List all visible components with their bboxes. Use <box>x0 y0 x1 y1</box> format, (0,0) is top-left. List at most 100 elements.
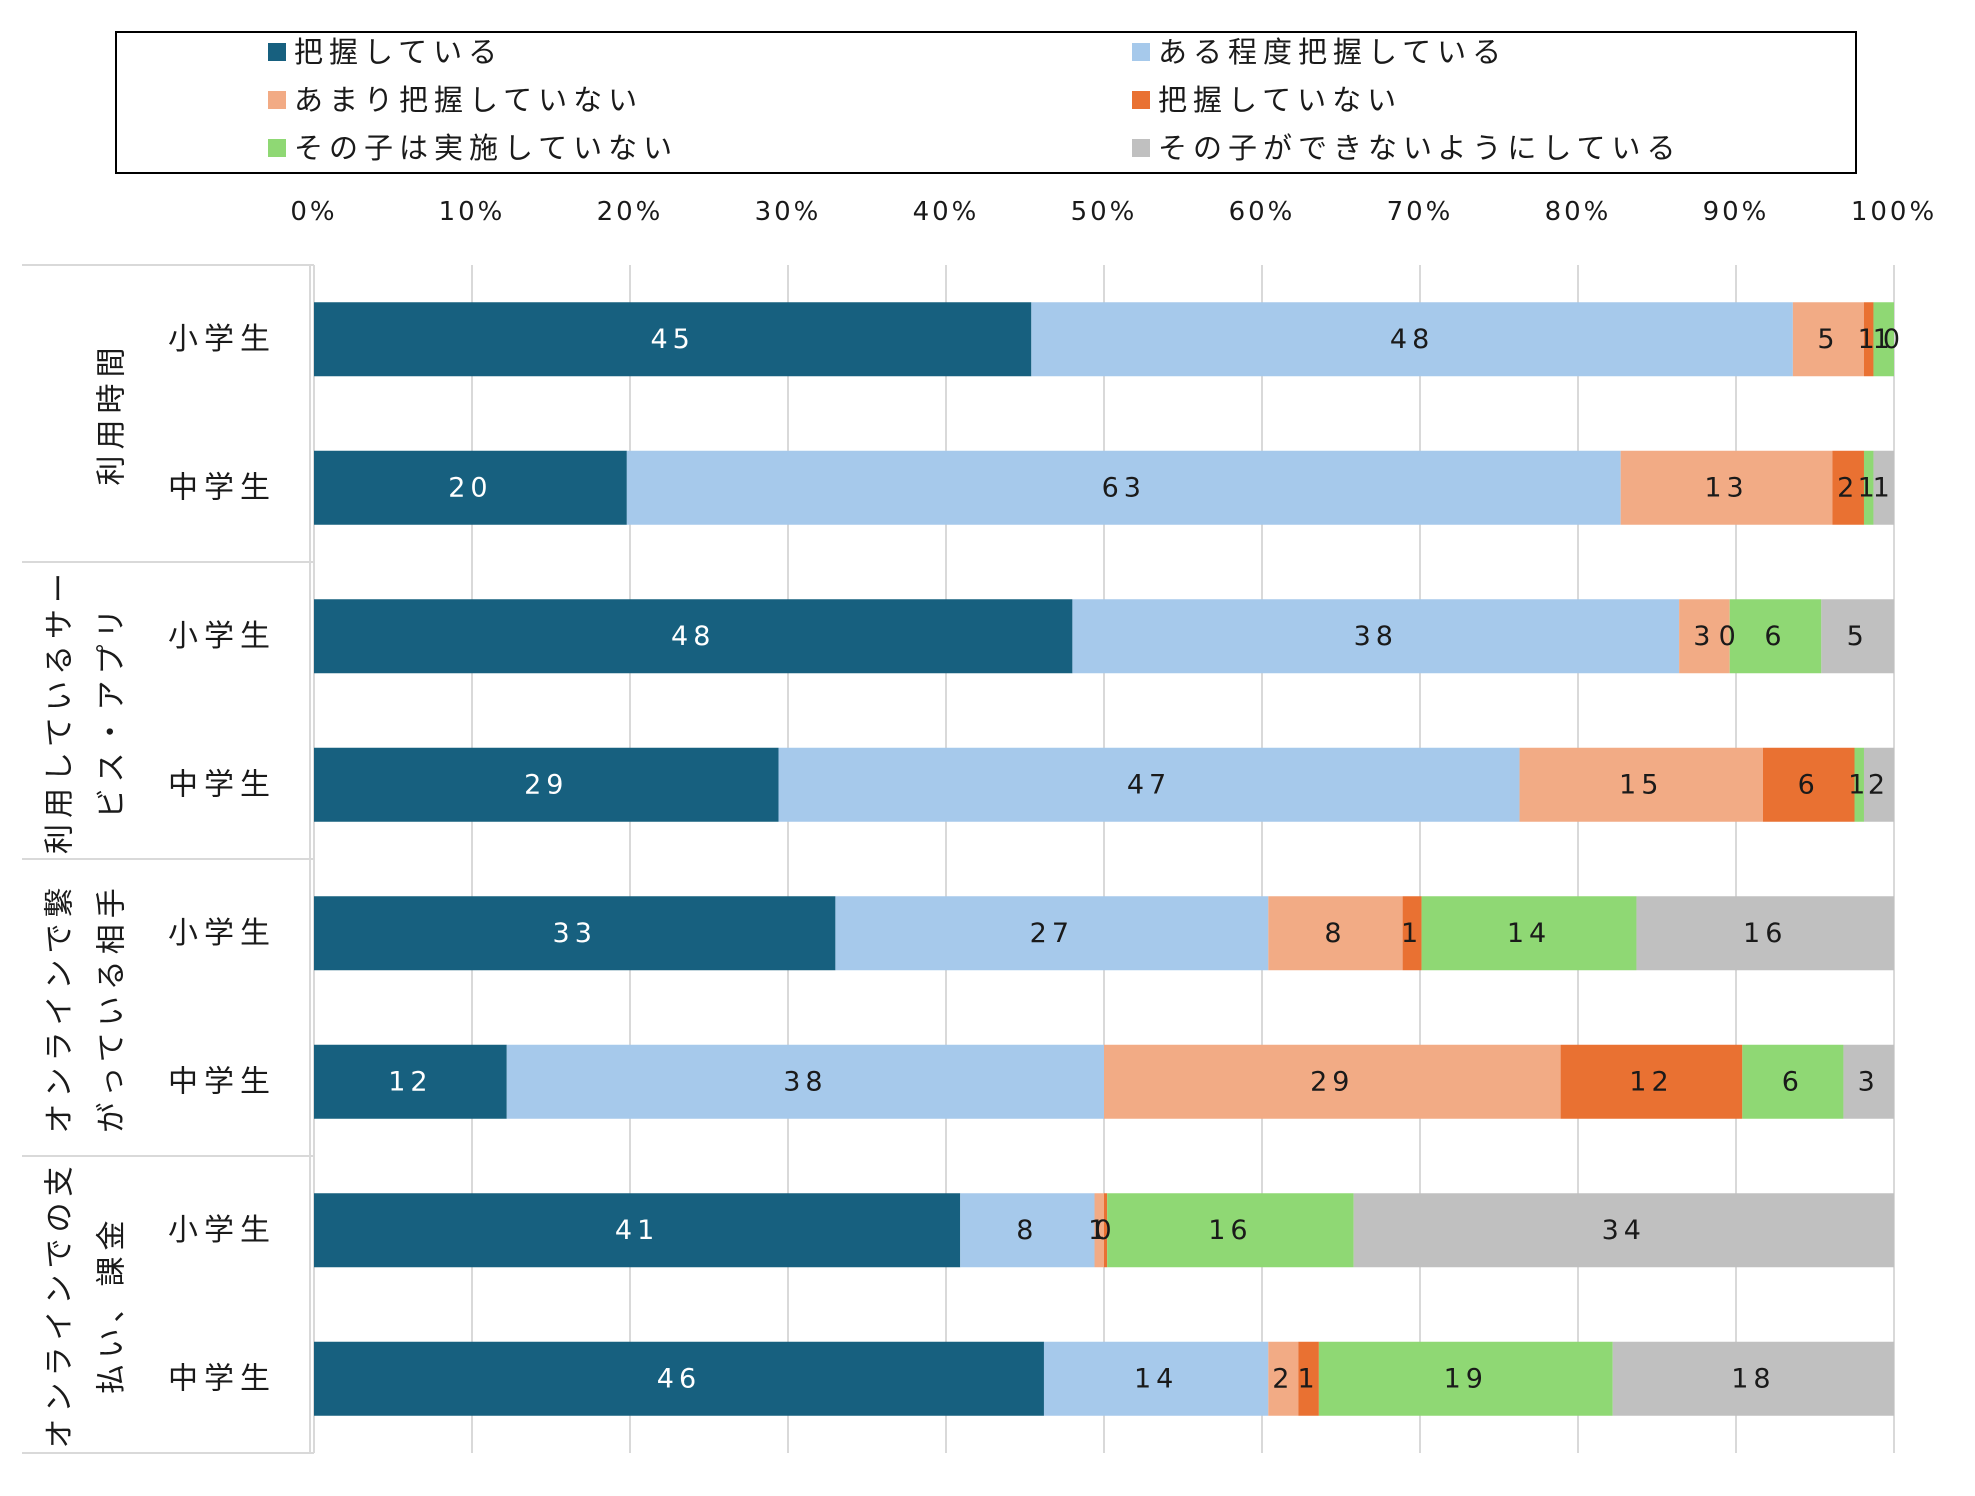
bar-segment <box>1636 896 1894 971</box>
data-label: 38 <box>1354 621 1398 652</box>
data-label: 3 <box>1693 621 1715 652</box>
legend-swatch <box>268 91 286 109</box>
legend-box <box>115 31 1857 174</box>
bar-segment <box>314 1044 507 1119</box>
bar-segment <box>1298 1341 1319 1416</box>
data-label: 1 <box>1873 324 1895 355</box>
bar-segment <box>1268 896 1403 971</box>
bar-segment <box>1873 450 1894 525</box>
data-label: 1 <box>1088 1215 1110 1246</box>
data-label: 47 <box>1127 769 1171 800</box>
group-label: がっている相手 <box>95 882 130 1133</box>
data-label: 20 <box>448 472 492 503</box>
bar-segment <box>314 1341 1044 1416</box>
data-label: 1 <box>1858 472 1880 503</box>
bar-segment <box>314 450 627 525</box>
data-label: 45 <box>650 324 694 355</box>
x-axis-tick-labels: 0% 10% 20% 30% 40% 50% 60% 70% 80% 90% 100% <box>290 197 1937 227</box>
data-label: 5 <box>1817 324 1839 355</box>
x-tick-label: 80% <box>1545 197 1612 227</box>
data-label: 12 <box>1629 1066 1673 1097</box>
bar-segment <box>778 747 1520 822</box>
bar-segment <box>1560 1044 1743 1119</box>
category-label: 小学生 <box>168 916 276 951</box>
data-label: 1 <box>1848 769 1870 800</box>
legend-label: あまり把握していない <box>294 83 643 117</box>
data-label: 16 <box>1208 1215 1252 1246</box>
bar-segment <box>1863 302 1874 377</box>
group-label: 利用時間 <box>95 342 130 486</box>
data-label: 2 <box>1272 1363 1294 1394</box>
bar-segment <box>314 302 1032 377</box>
category-label: 中学生 <box>168 470 276 505</box>
data-label: 13 <box>1704 472 1748 503</box>
data-label: 1 <box>1401 918 1423 949</box>
category-label: 小学生 <box>168 619 276 654</box>
group-label: 払い、課金 <box>95 1215 130 1395</box>
data-label: 6 <box>1764 621 1786 652</box>
bar-segment <box>1107 1193 1354 1268</box>
bar-segment <box>1854 747 1864 822</box>
data-label: 41 <box>615 1215 659 1246</box>
data-label: 3 <box>1858 1066 1880 1097</box>
legend-swatch <box>1132 139 1150 157</box>
bars <box>314 302 1894 1416</box>
category-label: 中学生 <box>168 767 276 802</box>
data-label: 33 <box>553 918 597 949</box>
category-label: 小学生 <box>168 1213 276 1248</box>
legend-label: 把握している <box>294 35 503 69</box>
data-label: 16 <box>1743 918 1787 949</box>
bar-segment <box>506 1044 1104 1119</box>
bar-segment <box>1792 302 1864 377</box>
x-tick-label: 70% <box>1387 197 1454 227</box>
data-label: 6 <box>1782 1066 1804 1097</box>
category-label: 中学生 <box>168 1064 276 1099</box>
data-label: 8 <box>1324 918 1346 949</box>
category-label: 中学生 <box>168 1361 276 1396</box>
data-label: 2 <box>1868 769 1890 800</box>
bar-segment <box>835 896 1269 971</box>
bar-segment <box>1421 896 1637 971</box>
legend-swatch <box>1132 91 1150 109</box>
bar-segment <box>1402 896 1422 971</box>
legend-swatch <box>268 43 286 61</box>
bar-segment <box>1843 1044 1894 1119</box>
bar-segment <box>1832 450 1864 525</box>
data-label: 46 <box>657 1363 701 1394</box>
data-label: 0 <box>1719 621 1741 652</box>
bar-segment <box>1353 1193 1894 1268</box>
bar-segment <box>1104 1193 1108 1268</box>
data-label: 8 <box>1016 1215 1038 1246</box>
data-label: 5 <box>1847 621 1869 652</box>
bar-segment <box>1679 599 1730 674</box>
bar-segment <box>1031 302 1793 377</box>
x-tick-label: 100% <box>1851 197 1937 227</box>
data-label: 6 <box>1798 769 1820 800</box>
x-tick-label: 50% <box>1071 197 1138 227</box>
data-label: 0 <box>1883 324 1905 355</box>
data-label: 19 <box>1444 1363 1488 1394</box>
data-label: 1 <box>1298 1363 1320 1394</box>
data-label: 27 <box>1030 918 1074 949</box>
bar-segment <box>1043 1341 1269 1416</box>
x-tick-label: 40% <box>913 197 980 227</box>
legend-swatch <box>268 139 286 157</box>
data-label: 29 <box>524 769 568 800</box>
data-label: 29 <box>1310 1066 1354 1097</box>
data-label: 1 <box>1858 324 1880 355</box>
bar-segment <box>1612 1341 1894 1416</box>
legend-label: その子は実施していない <box>294 131 678 165</box>
bar-segment <box>1620 450 1833 525</box>
bar-segment <box>1729 599 1822 674</box>
legend-swatch <box>1132 43 1150 61</box>
x-tick-label: 60% <box>1229 197 1296 227</box>
data-label: 1 <box>1873 472 1895 503</box>
bar-segment <box>314 1193 961 1268</box>
bar-segment <box>1094 1193 1104 1268</box>
bar-segment <box>314 747 779 822</box>
group-label: 利用しているサー <box>43 567 78 854</box>
